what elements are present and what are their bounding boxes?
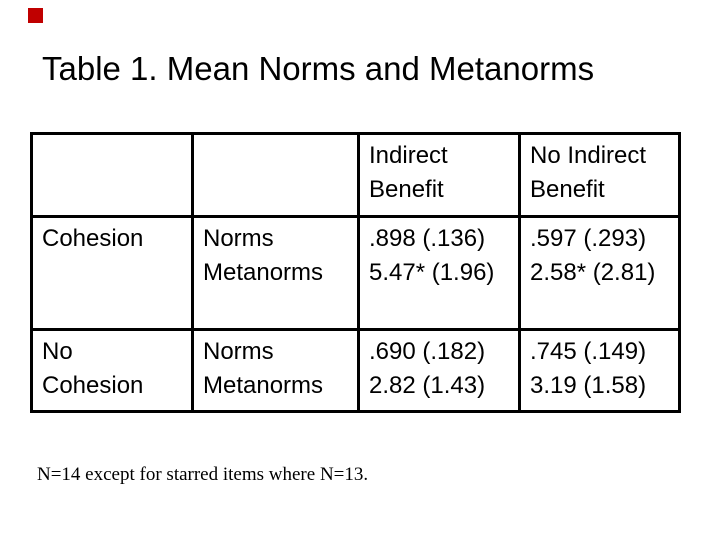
cohesion-indirect-benefit-values: .898 (.136) 5.47* (1.96) xyxy=(357,215,521,331)
table-row-no-cohesion: No Cohesion Norms Metanorms .690 (.182) … xyxy=(30,328,681,413)
header-cell-blank-measure xyxy=(191,132,360,218)
no-cohesion-indirect-benefit-values: .690 (.182) 2.82 (1.43) xyxy=(357,328,521,413)
table-header-row: Indirect Benefit No Indirect Benefit xyxy=(30,132,681,218)
norms-metanorms-table: Indirect Benefit No Indirect Benefit Coh… xyxy=(30,132,681,413)
no-cohesion-no-indirect-benefit-values: .745 (.149) 3.19 (1.58) xyxy=(518,328,681,413)
cohesion-measure-labels: Norms Metanorms xyxy=(191,215,360,331)
table-row-cohesion: Cohesion Norms Metanorms .898 (.136) 5.4… xyxy=(30,215,681,331)
header-cell-blank-group xyxy=(30,132,194,218)
header-cell-no-indirect-benefit: No Indirect Benefit xyxy=(518,132,681,218)
slide-title: Table 1. Mean Norms and Metanorms xyxy=(42,50,595,87)
footnote: N=14 except for starred items where N=13… xyxy=(37,464,369,485)
row-label-cohesion: Cohesion xyxy=(30,215,194,331)
no-cohesion-measure-labels: Norms Metanorms xyxy=(191,328,360,413)
cohesion-no-indirect-benefit-values: .597 (.293) 2.58* (2.81) xyxy=(518,215,681,331)
row-label-no-cohesion: No Cohesion xyxy=(30,328,194,413)
header-cell-indirect-benefit: Indirect Benefit xyxy=(357,132,521,218)
accent-square xyxy=(28,8,43,23)
